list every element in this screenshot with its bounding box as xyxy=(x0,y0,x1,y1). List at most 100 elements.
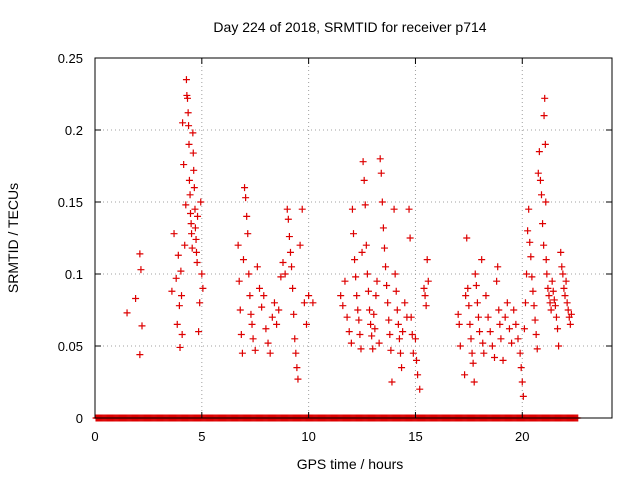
data-point xyxy=(567,310,575,318)
data-point xyxy=(364,287,372,295)
data-point xyxy=(392,287,400,295)
data-point xyxy=(525,205,533,213)
y-tick-label: 0 xyxy=(76,411,83,426)
data-point xyxy=(486,328,494,336)
data-point xyxy=(359,158,367,166)
data-point xyxy=(467,335,475,343)
data-point xyxy=(491,354,498,362)
y-tick-label: 0.1 xyxy=(65,267,83,282)
data-point xyxy=(455,320,463,328)
data-point xyxy=(188,244,196,252)
data-point xyxy=(551,302,559,310)
data-point xyxy=(484,313,492,321)
data-point xyxy=(541,140,549,148)
data-point xyxy=(136,351,144,359)
data-point xyxy=(185,140,193,148)
data-point xyxy=(238,349,246,357)
data-point xyxy=(190,166,198,174)
data-point xyxy=(181,241,189,249)
data-point xyxy=(526,238,534,246)
data-point xyxy=(388,378,396,386)
data-point xyxy=(548,277,556,285)
data-point xyxy=(472,282,480,290)
data-point xyxy=(558,263,566,271)
data-point xyxy=(343,313,351,321)
y-tick-label: 0.05 xyxy=(58,339,83,354)
data-point xyxy=(341,277,349,285)
data-point xyxy=(420,284,428,292)
data-point xyxy=(368,332,376,340)
data-point xyxy=(550,296,558,304)
data-point xyxy=(462,292,470,300)
data-point xyxy=(401,299,409,307)
data-point xyxy=(270,299,278,307)
data-point xyxy=(187,220,195,228)
data-point xyxy=(469,359,477,367)
data-point xyxy=(560,284,568,292)
data-point xyxy=(540,112,548,120)
data-point xyxy=(423,256,431,264)
data-point xyxy=(503,299,511,307)
data-point xyxy=(291,335,299,343)
data-point xyxy=(273,320,281,328)
data-point xyxy=(454,310,462,318)
data-point xyxy=(136,250,144,258)
data-point xyxy=(497,335,505,343)
data-point xyxy=(470,378,478,386)
data-point xyxy=(534,169,542,177)
data-point xyxy=(354,306,362,314)
data-point xyxy=(465,302,473,310)
data-point xyxy=(519,392,527,400)
data-point xyxy=(478,256,486,264)
x-tick-label: 0 xyxy=(91,429,98,444)
data-point xyxy=(300,299,308,307)
data-point xyxy=(186,191,194,199)
data-point xyxy=(275,306,283,314)
data-point xyxy=(305,292,313,300)
data-point xyxy=(494,263,502,271)
data-point xyxy=(518,378,526,386)
x-tick-label: 20 xyxy=(515,429,529,444)
data-point xyxy=(277,273,285,281)
data-point xyxy=(345,328,353,336)
data-point xyxy=(540,241,548,249)
data-point xyxy=(468,349,476,357)
data-point xyxy=(559,270,567,278)
data-point xyxy=(182,201,190,209)
data-point xyxy=(172,274,180,282)
data-point xyxy=(421,292,429,300)
data-point xyxy=(463,234,471,242)
data-point xyxy=(347,339,355,347)
data-point xyxy=(378,198,386,206)
data-point xyxy=(546,299,554,307)
data-point xyxy=(234,241,242,249)
data-point xyxy=(493,277,501,285)
data-point xyxy=(520,325,528,333)
data-point xyxy=(409,349,417,357)
data-point xyxy=(286,248,294,256)
data-point xyxy=(391,270,399,278)
data-point xyxy=(416,385,424,393)
data-point xyxy=(501,313,509,321)
data-point xyxy=(195,328,203,336)
data-point xyxy=(512,320,520,328)
y-tick-label: 0.2 xyxy=(65,123,83,138)
data-point xyxy=(406,234,414,242)
data-point xyxy=(405,205,413,213)
data-point xyxy=(194,212,202,220)
data-point xyxy=(473,299,481,307)
data-point xyxy=(262,325,270,333)
data-point xyxy=(174,251,182,259)
data-point xyxy=(536,176,544,184)
data-point xyxy=(185,122,193,130)
y-axis-label: SRMTID / TECUs xyxy=(5,183,21,293)
data-point xyxy=(424,277,432,285)
data-point xyxy=(186,210,194,218)
data-point xyxy=(383,282,391,290)
data-point xyxy=(530,302,538,310)
data-point xyxy=(394,320,402,328)
data-point xyxy=(191,224,199,232)
data-point xyxy=(298,205,306,213)
data-point xyxy=(561,292,569,300)
data-point xyxy=(268,313,276,321)
